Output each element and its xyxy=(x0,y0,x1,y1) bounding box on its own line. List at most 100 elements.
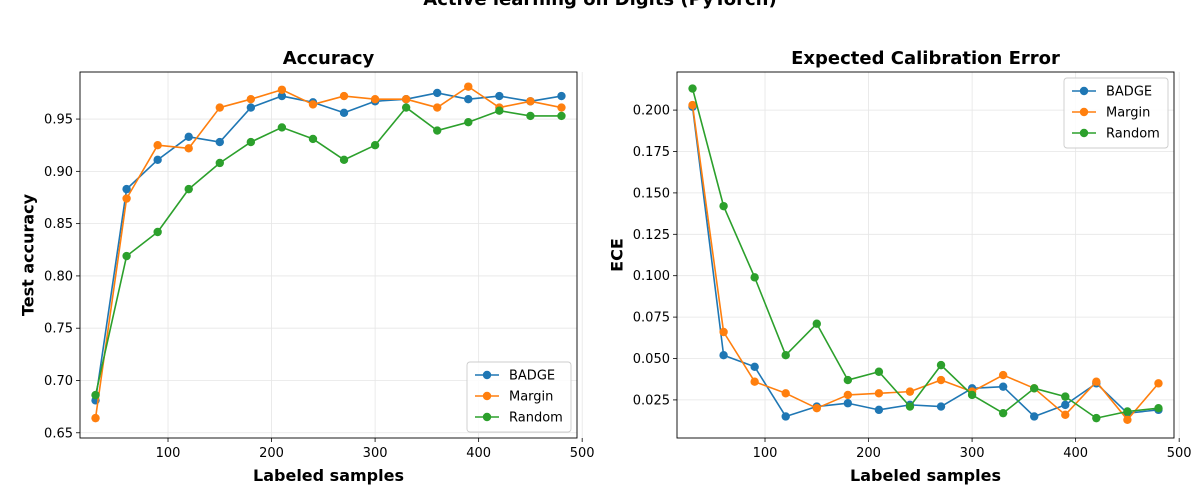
accuracy-series-line-random xyxy=(94,106,562,396)
accuracy-point-random xyxy=(464,117,473,127)
ece-point-margin xyxy=(1092,377,1101,386)
accuracy-point-random xyxy=(91,390,100,400)
accuracy-y-tick-label: 0.90 xyxy=(44,165,73,180)
ece-x-tick-label: 300 xyxy=(960,446,985,461)
accuracy-y-tick-label: 0.85 xyxy=(44,217,73,232)
accuracy-point-badge xyxy=(339,108,349,117)
ece-point-random xyxy=(750,273,759,282)
accuracy-legend: BADGE Margin Random xyxy=(466,361,572,433)
accuracy-point-margin xyxy=(557,103,566,112)
accuracy-point-badge xyxy=(153,155,162,165)
ece-point-margin xyxy=(998,370,1008,380)
ece-legend-label-margin: Margin xyxy=(1106,106,1150,121)
ece-legend-label-badge: BADGE xyxy=(1106,85,1152,100)
ece-y-axis-label: ECE xyxy=(608,238,627,272)
accuracy-panel: Accuracy 100 200 300 400 500 0.65 0.70 0.75 0.80 0… xyxy=(19,48,595,485)
accuracy-x-axis-label: Labeled samples xyxy=(253,466,404,485)
ece-legend-marker-random xyxy=(1079,128,1089,138)
ece-legend: BADGE Margin Random xyxy=(1063,77,1169,149)
ece-point-random xyxy=(967,390,977,400)
accuracy-series-margin xyxy=(91,82,566,423)
ece-x-axis-label: Labeled samples xyxy=(850,466,1001,485)
accuracy-point-badge xyxy=(557,91,566,101)
accuracy-legend-label-margin: Margin xyxy=(509,390,553,405)
accuracy-x-tick-label: 300 xyxy=(363,446,388,461)
accuracy-point-margin xyxy=(153,141,162,150)
accuracy-legend-marker-margin xyxy=(482,391,492,401)
ece-y-tick-label: 0.100 xyxy=(633,269,670,284)
ece-point-margin xyxy=(1061,410,1070,420)
ece-point-random xyxy=(1154,403,1163,413)
ece-y-tick-label: 0.125 xyxy=(633,228,670,243)
accuracy-point-margin xyxy=(526,97,535,106)
accuracy-y-tick-label: 0.75 xyxy=(44,322,73,337)
accuracy-point-random xyxy=(495,106,504,115)
accuracy-point-badge xyxy=(495,91,504,101)
accuracy-series-random xyxy=(91,103,566,400)
accuracy-point-random xyxy=(433,126,442,135)
accuracy-series-badge xyxy=(91,88,566,405)
ece-point-margin xyxy=(750,377,759,386)
ece-point-random xyxy=(1123,407,1132,416)
ece-y-tick-label: 0.025 xyxy=(633,393,670,408)
ece-point-random xyxy=(936,360,946,370)
accuracy-legend-label-badge: BADGE xyxy=(509,369,555,384)
ece-y-tick-label: 0.075 xyxy=(633,311,670,326)
accuracy-title: Accuracy xyxy=(283,48,375,69)
ece-legend-marker-margin xyxy=(1079,107,1089,117)
ece-series-line-margin xyxy=(691,105,1160,421)
ece-point-badge xyxy=(1061,400,1070,410)
accuracy-legend-marker-badge xyxy=(482,370,492,380)
ece-point-random xyxy=(1092,413,1101,423)
accuracy-y-tick-label: 0.80 xyxy=(44,269,73,284)
ece-panel: Expected Calibration Error 100 200 300 400 50… xyxy=(608,48,1192,485)
ece-y-tick-label: 0.200 xyxy=(633,104,670,119)
ece-point-random xyxy=(688,84,697,93)
ece-point-margin xyxy=(874,389,884,398)
accuracy-axes-frame xyxy=(79,71,578,439)
accuracy-x-tick-label: 100 xyxy=(156,446,181,461)
accuracy-point-random xyxy=(277,123,287,132)
accuracy-point-random xyxy=(401,103,411,112)
accuracy-point-margin xyxy=(91,413,100,423)
accuracy-point-margin xyxy=(246,94,256,104)
ece-point-random xyxy=(905,402,915,411)
accuracy-point-random xyxy=(246,137,256,147)
accuracy-y-axis-label: Test accuracy xyxy=(19,193,38,316)
ece-point-margin xyxy=(719,327,728,337)
accuracy-point-random xyxy=(557,111,566,121)
accuracy-x-tick-label: 400 xyxy=(466,446,491,461)
ece-point-margin xyxy=(936,375,946,385)
ece-point-margin xyxy=(905,387,915,396)
ece-point-random xyxy=(874,367,884,376)
accuracy-point-margin xyxy=(122,194,131,203)
ece-point-random xyxy=(1030,384,1039,393)
accuracy-point-margin xyxy=(433,103,442,112)
ece-point-margin xyxy=(812,403,821,413)
accuracy-point-badge xyxy=(184,132,193,142)
accuracy-point-random xyxy=(184,184,193,194)
ece-point-margin xyxy=(843,390,853,400)
ece-point-badge xyxy=(998,382,1008,391)
ece-x-tick-label: 400 xyxy=(1063,446,1088,461)
ece-point-badge xyxy=(936,402,946,411)
ece-point-random xyxy=(781,350,790,360)
ece-point-badge xyxy=(781,412,790,421)
accuracy-point-margin xyxy=(184,144,193,153)
accuracy-point-badge xyxy=(464,94,473,104)
accuracy-point-margin xyxy=(370,94,380,104)
accuracy-point-random xyxy=(153,227,162,237)
accuracy-y-tick-label: 0.65 xyxy=(44,426,73,441)
accuracy-point-margin xyxy=(464,82,473,91)
ece-point-badge xyxy=(1030,412,1039,421)
accuracy-point-badge xyxy=(277,91,287,101)
ece-title: Expected Calibration Error xyxy=(791,48,1060,69)
accuracy-series-line-margin xyxy=(94,85,562,419)
ece-series-badge xyxy=(688,102,1163,421)
ece-point-random xyxy=(998,408,1008,418)
figure-title: Active learning on Digits (PyTorch) xyxy=(423,0,776,10)
ece-series-random xyxy=(688,84,1163,423)
accuracy-y-tick-label: 0.95 xyxy=(44,113,73,128)
accuracy-point-margin xyxy=(401,94,411,104)
